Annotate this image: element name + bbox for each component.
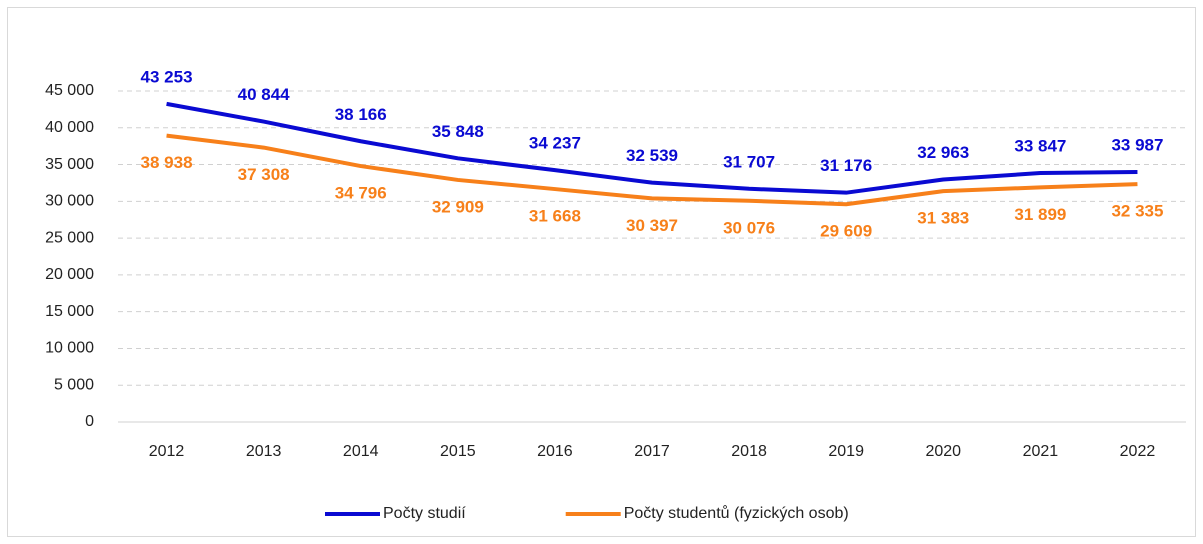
x-tick-label: 2021 — [1023, 443, 1059, 460]
y-tick-label: 45 000 — [45, 82, 94, 99]
data-label: 37 308 — [238, 165, 290, 184]
y-tick-label: 25 000 — [45, 229, 94, 246]
legend-label: Počty studentů (fyzických osob) — [624, 504, 849, 522]
x-tick-label: 2017 — [634, 443, 670, 460]
y-tick-label: 30 000 — [45, 193, 94, 210]
x-tick-label: 2020 — [925, 443, 961, 460]
data-label: 31 899 — [1014, 205, 1066, 224]
data-label: 40 844 — [238, 85, 291, 104]
data-label: 38 166 — [335, 105, 387, 124]
y-tick-label: 0 — [85, 413, 94, 430]
data-label: 35 848 — [432, 122, 484, 141]
x-tick-label: 2015 — [440, 443, 476, 460]
series-line — [166, 101, 1138, 195]
data-label: 31 707 — [723, 152, 775, 171]
data-label: 33 987 — [1111, 135, 1163, 154]
data-label: 32 963 — [917, 143, 969, 162]
data-label: 31 668 — [529, 207, 581, 226]
y-tick-label: 10 000 — [45, 340, 94, 357]
data-label: 32 909 — [432, 197, 484, 216]
data-label: 32 335 — [1111, 202, 1163, 221]
series-line — [166, 133, 1138, 207]
x-tick-label: 2013 — [246, 443, 282, 460]
data-label: 31 176 — [820, 156, 872, 175]
x-tick-label: 2012 — [149, 443, 185, 460]
x-tick-label: 2019 — [828, 443, 864, 460]
legend-label: Počty studií — [383, 505, 466, 522]
data-label: 29 609 — [820, 222, 872, 241]
chart-border — [7, 7, 1196, 537]
data-label: 43 253 — [141, 67, 193, 86]
y-tick-label: 35 000 — [45, 156, 94, 173]
data-label: 30 076 — [723, 218, 775, 237]
data-label: 32 539 — [626, 146, 678, 165]
x-tick-label: 2016 — [537, 443, 573, 460]
x-tick-label: 2018 — [731, 443, 767, 460]
y-tick-label: 40 000 — [45, 119, 94, 136]
data-label: 38 938 — [141, 153, 193, 172]
data-label: 34 237 — [529, 134, 581, 153]
y-tick-label: 15 000 — [45, 303, 94, 320]
data-label: 33 847 — [1014, 137, 1066, 156]
data-label: 30 397 — [626, 216, 678, 235]
y-tick-label: 20 000 — [45, 266, 94, 283]
x-tick-label: 2014 — [343, 443, 379, 460]
x-tick-label: 2022 — [1120, 443, 1156, 460]
data-label: 31 383 — [917, 209, 969, 228]
y-tick-label: 5 000 — [54, 376, 94, 393]
data-label: 34 796 — [335, 184, 387, 203]
